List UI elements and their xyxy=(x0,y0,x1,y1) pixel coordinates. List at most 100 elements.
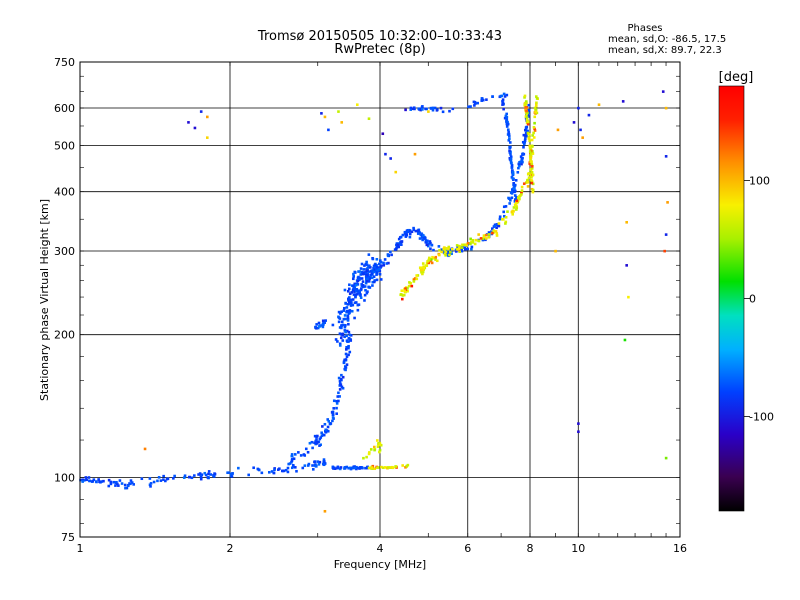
data-point-sparse xyxy=(666,201,669,204)
data-point-f1-left-bump xyxy=(321,319,325,323)
data-point-f1-cluster xyxy=(341,339,345,342)
data-point-f1-cluster xyxy=(364,288,367,292)
data-point-f-trace-O-upper xyxy=(411,107,415,111)
data-point-f1-cluster xyxy=(356,279,360,283)
data-point-sparse xyxy=(323,509,327,513)
data-point-e-layer-rise xyxy=(292,457,296,461)
data-point-cusp-O-band xyxy=(508,137,511,141)
data-point-f-trace-O-lower xyxy=(524,128,527,132)
data-point-f1-cluster xyxy=(361,272,365,276)
data-point-sparse xyxy=(664,155,668,158)
data-point-ground-echo-O xyxy=(120,482,124,485)
data-point-f-trace-O-lower xyxy=(430,243,433,247)
data-point-f1-cluster xyxy=(338,342,342,346)
data-point-f-trace-O-lower xyxy=(527,115,530,118)
data-point-f-trace-O-lower xyxy=(389,250,392,254)
data-point-x-trace-lower xyxy=(425,264,429,267)
y-tick-label: 200 xyxy=(54,329,75,342)
data-point-f-trace-O-lower xyxy=(419,233,423,237)
data-point-f-trace-O-lower xyxy=(442,249,445,253)
data-point-f-trace-O-lower xyxy=(464,248,467,251)
phases-o-stats: mean, sd,O: -86.5, 17.5 xyxy=(608,34,726,45)
data-point-x-trace-lower xyxy=(504,220,508,224)
data-point-e-layer-rise xyxy=(341,386,345,390)
data-point-e-layer-rise xyxy=(326,425,330,429)
data-point-x-trace-bright xyxy=(529,156,533,159)
data-point-f1-cluster xyxy=(349,304,353,307)
data-point-e-layer-rise xyxy=(287,462,290,466)
data-point-f-trace-O-lower xyxy=(522,145,525,149)
data-point-x-trace-lower xyxy=(515,208,518,211)
data-point-e-layer-rise xyxy=(338,379,342,383)
data-point-f-trace-O-lower xyxy=(502,210,506,214)
data-point-cusp-O-band xyxy=(501,103,504,106)
colorbar-ticks: 100 0 -100 xyxy=(744,174,774,424)
data-point-f1-left-bump xyxy=(322,321,325,324)
data-point-mid-band-105 xyxy=(347,466,350,470)
data-point-e-layer-rise xyxy=(327,420,331,423)
data-point-f1-cluster xyxy=(352,272,355,276)
data-point-f1-cluster xyxy=(331,323,335,327)
data-point-x-trace-lower xyxy=(517,196,520,200)
data-point-x-trace-lower xyxy=(465,244,469,247)
data-point-f1-cluster xyxy=(343,314,347,317)
data-point-f-trace-O-upper xyxy=(431,108,435,112)
data-point-ground-echo-O xyxy=(294,466,297,469)
data-point-f1-cluster xyxy=(372,275,376,278)
data-point-f1-cluster xyxy=(372,280,376,284)
data-point-x-trace-lower xyxy=(427,261,431,265)
data-point-f1-cluster xyxy=(365,267,369,270)
data-point-f-trace-O-lower xyxy=(460,249,464,253)
data-point-f-trace-O-lower xyxy=(504,205,508,208)
data-point-mid-band-105-x xyxy=(384,466,387,469)
data-point-ground-echo-O xyxy=(247,473,250,477)
data-point-f1-cluster xyxy=(366,274,370,277)
data-point-ground-echo-O xyxy=(316,460,320,463)
data-point-f-trace-O-lower xyxy=(427,242,430,246)
data-point-f1-cluster xyxy=(357,303,361,306)
x-tick-label: 8 xyxy=(527,542,534,555)
data-point-x-trace-lower xyxy=(487,235,491,239)
data-point-sparse xyxy=(577,106,580,110)
data-point-e-layer-rise xyxy=(344,366,348,369)
data-point-x-trace-lower xyxy=(511,212,514,216)
data-point-ground-echo-O xyxy=(252,466,255,470)
data-point-x-trace-lower xyxy=(526,178,530,182)
data-point-f1-cluster xyxy=(362,285,365,289)
y-axis-label: Stationary phase Virtual Height [km] xyxy=(38,199,51,401)
data-point-x-trace-bright xyxy=(530,170,534,174)
data-point-e-layer-rise xyxy=(340,385,344,389)
data-point-ground-echo-O xyxy=(314,464,318,468)
data-point-e-layer-rise xyxy=(324,430,328,434)
data-point-f-trace-O-lower xyxy=(395,245,399,249)
data-point-x-low-echo xyxy=(369,448,373,451)
data-point-f-trace-O-upper xyxy=(473,100,477,104)
data-point-sparse xyxy=(199,110,203,113)
data-point-sparse xyxy=(337,110,340,113)
data-point-f1-cluster xyxy=(366,277,369,281)
data-point-f1-cluster xyxy=(363,285,367,288)
data-point-mid-band-105 xyxy=(366,465,369,469)
data-point-e-layer-rise xyxy=(290,453,294,456)
data-point-e-layer-rise xyxy=(302,453,306,456)
data-point-ground-echo-O xyxy=(116,482,119,486)
data-point-ground-echo-O xyxy=(322,458,326,461)
data-point-x-trace-lower xyxy=(423,266,426,270)
data-point-x-trace-lower xyxy=(450,247,454,251)
data-point-x-trace-lower xyxy=(473,242,477,246)
data-point-f1-left-bump xyxy=(324,319,327,322)
data-point-f-trace-O-lower xyxy=(379,265,383,268)
data-point-cusp-O-band xyxy=(511,177,515,180)
data-point-sparse xyxy=(664,233,668,236)
data-point-e-layer-rise xyxy=(347,353,350,357)
data-point-x-trace-lower xyxy=(402,293,406,297)
x-axis-label: Frequency [MHz] xyxy=(334,558,426,571)
data-point-sparse xyxy=(664,106,668,110)
data-point-f-trace-O-lower xyxy=(495,226,498,230)
data-point-ground-echo-O xyxy=(199,474,203,477)
data-point-x-trace-lower xyxy=(421,268,425,271)
data-point-f-trace-O-lower xyxy=(494,223,498,227)
data-point-ground-echo-O xyxy=(115,480,118,484)
data-point-sparse xyxy=(621,100,625,103)
data-point-x-trace-bright xyxy=(528,133,531,136)
